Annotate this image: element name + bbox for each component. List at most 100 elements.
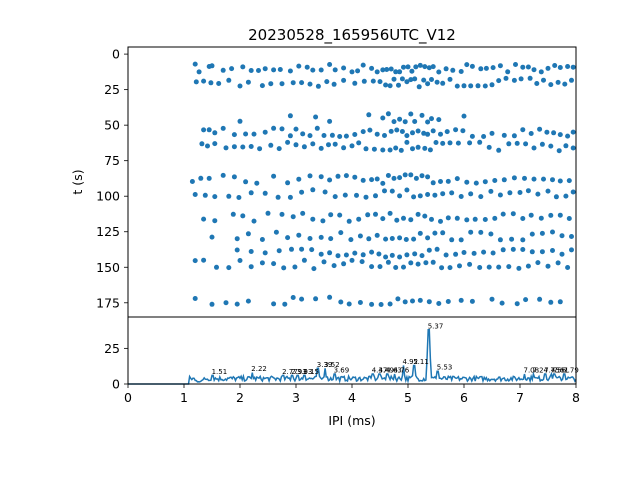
- raster-point: [389, 188, 395, 194]
- raster-point: [478, 229, 484, 235]
- raster-point: [293, 142, 299, 148]
- raster-point: [425, 235, 431, 241]
- raster-point: [268, 142, 274, 148]
- bottom-y-tick-label: 25: [104, 341, 120, 356]
- raster-point: [376, 251, 382, 257]
- raster-point: [220, 172, 226, 178]
- raster-point: [454, 215, 460, 221]
- raster-point: [321, 133, 327, 138]
- raster-point: [230, 211, 236, 217]
- raster-point: [525, 263, 531, 269]
- raster-point: [310, 141, 316, 147]
- raster-point: [370, 78, 376, 84]
- raster-point: [425, 119, 431, 125]
- raster-point: [335, 173, 341, 179]
- raster-point: [425, 192, 431, 197]
- raster-point: [391, 119, 397, 125]
- raster-point: [539, 249, 545, 255]
- raster-point: [331, 81, 337, 87]
- raster-point: [276, 248, 282, 254]
- raster-point: [192, 61, 198, 67]
- raster-point: [248, 190, 254, 196]
- bottom-x-axis-label: IPI (ms): [328, 413, 375, 428]
- raster-point: [387, 210, 393, 216]
- raster-point: [507, 190, 513, 196]
- raster-point: [199, 141, 205, 147]
- raster-point: [296, 63, 302, 69]
- raster-point: [425, 174, 431, 180]
- raster-point: [482, 179, 488, 185]
- raster-point: [550, 177, 555, 183]
- raster-point: [369, 177, 375, 183]
- raster-point: [423, 260, 429, 266]
- raster-point: [445, 178, 451, 184]
- raster-point: [285, 235, 291, 241]
- raster-point: [473, 180, 479, 186]
- raster-point: [510, 211, 516, 217]
- raster-point: [432, 230, 438, 236]
- raster-point: [415, 211, 421, 217]
- raster-point: [440, 230, 446, 236]
- raster-point: [231, 144, 237, 150]
- raster-point: [412, 251, 418, 257]
- raster-point: [483, 65, 489, 71]
- raster-point: [282, 301, 288, 307]
- raster-point: [369, 301, 375, 307]
- raster-point: [408, 172, 414, 178]
- raster-point: [251, 218, 257, 224]
- raster-point: [369, 65, 375, 71]
- raster-point: [514, 301, 520, 307]
- raster-point: [388, 66, 394, 72]
- raster-point: [569, 247, 574, 253]
- raster-point: [240, 64, 246, 70]
- raster-point: [500, 247, 506, 253]
- raster-point: [488, 188, 494, 194]
- raster-point: [271, 301, 277, 307]
- raster-point: [505, 69, 511, 75]
- raster-point: [461, 83, 467, 89]
- raster-point: [300, 131, 306, 137]
- raster-point: [570, 129, 576, 135]
- raster-point: [292, 264, 298, 270]
- raster-point: [290, 80, 296, 86]
- raster-point: [545, 65, 551, 71]
- raster-point: [490, 250, 496, 256]
- raster-point: [234, 236, 240, 242]
- raster-point: [212, 130, 218, 136]
- raster-point: [496, 78, 502, 84]
- raster-point: [326, 142, 331, 148]
- raster-point: [360, 129, 366, 135]
- raster-point: [322, 189, 328, 195]
- raster-point: [557, 132, 563, 138]
- raster-point: [563, 143, 569, 149]
- raster-point: [359, 259, 365, 265]
- raster-point: [387, 301, 393, 307]
- raster-point: [209, 301, 215, 307]
- raster-point: [550, 248, 555, 253]
- raster-point: [450, 67, 456, 73]
- raster-point: [447, 76, 453, 82]
- raster-point: [299, 189, 305, 195]
- raster-point: [464, 62, 470, 68]
- raster-point: [320, 218, 326, 224]
- raster-point: [565, 64, 571, 69]
- raster-point: [500, 211, 506, 217]
- raster-point: [377, 79, 383, 85]
- raster-point: [565, 265, 571, 270]
- raster-point: [492, 215, 498, 221]
- raster-point: [401, 64, 406, 70]
- raster-point: [327, 177, 333, 183]
- raster-point: [397, 254, 403, 260]
- bottom-y-tick-label: 0: [112, 377, 120, 392]
- raster-point: [436, 69, 442, 75]
- raster-point: [301, 144, 307, 150]
- raster-point: [482, 83, 488, 89]
- raster-point: [454, 83, 460, 89]
- peak-label: 4.76: [394, 367, 410, 375]
- raster-point: [529, 231, 535, 237]
- raster-point: [314, 125, 320, 131]
- bottom-x-tick-label: 4: [348, 390, 356, 405]
- raster-point: [539, 230, 545, 236]
- raster-point: [231, 174, 237, 180]
- raster-point: [337, 134, 343, 139]
